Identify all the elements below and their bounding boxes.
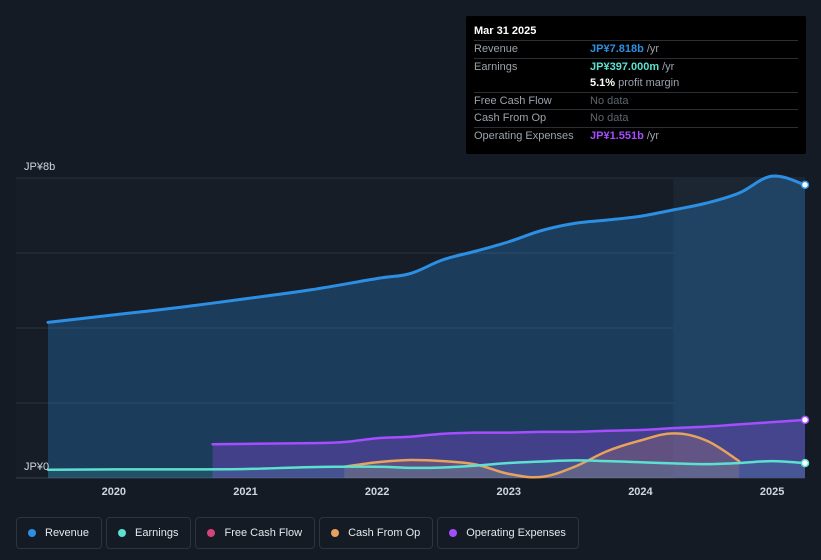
legend-dot-icon	[331, 529, 340, 537]
legend-dot-icon	[28, 529, 36, 537]
tooltip-unit: /yr	[662, 60, 675, 73]
legend-item-operating-expenses[interactable]: Operating Expenses	[437, 517, 579, 549]
series-end-markers	[800, 180, 810, 468]
y-tick-label: JP¥0	[24, 461, 49, 473]
tooltip-row-free-cash-flow: Free Cash Flow No data	[474, 91, 798, 110]
tooltip-row-earnings: Earnings JP¥397.000m /yr	[474, 57, 798, 76]
legend-item-free-cash-flow[interactable]: Free Cash Flow	[195, 517, 316, 549]
earnings-end-marker	[800, 458, 810, 468]
tooltip-label: Free Cash Flow	[474, 94, 552, 107]
revenue-area	[48, 175, 805, 478]
y-tick-label: JP¥8b	[24, 161, 55, 173]
revenue-end-marker	[800, 180, 810, 190]
legend-label: Cash From Op	[348, 527, 421, 539]
tooltip-unit: /yr	[646, 43, 660, 55]
tooltip-value: JP¥7.818b	[590, 43, 644, 55]
tooltip-label: Cash From Op	[474, 112, 547, 124]
x-tick-label: 2021	[233, 486, 257, 498]
x-tick-label: 2020	[102, 486, 126, 498]
earnings-area	[48, 460, 805, 478]
data-tooltip: Mar 31 2025 Revenue JP¥7.818b /yr Earnin…	[466, 16, 806, 154]
earnings-line	[46, 459, 807, 471]
x-axis-labels: 2020 2021 2022 2023 2024 2025	[102, 486, 785, 498]
tooltip-label	[474, 75, 590, 92]
chart-legend: Revenue Earnings Free Cash Flow Cash Fro…	[16, 517, 579, 549]
tooltip-value: JP¥397.000m	[590, 60, 660, 73]
x-tick-label: 2022	[365, 486, 389, 498]
operating-expenses-line	[211, 418, 807, 446]
cash-from-op-line	[342, 432, 741, 479]
tooltip-unit: profit margin	[618, 77, 680, 89]
tooltip-label: Earnings	[474, 60, 518, 73]
legend-label: Revenue	[45, 527, 90, 539]
tooltip-value: 5.1%	[590, 77, 616, 89]
x-tick-label: 2024	[628, 486, 653, 498]
tooltip-label: Revenue	[474, 43, 519, 55]
tooltip-value: No data	[590, 94, 629, 107]
legend-item-earnings[interactable]: Earnings	[106, 517, 192, 549]
legend-label: Free Cash Flow	[224, 527, 303, 539]
tooltip-date: Mar 31 2025	[474, 25, 537, 37]
tooltip-value: No data	[590, 112, 629, 124]
x-tick-label: 2023	[497, 486, 521, 498]
legend-item-revenue[interactable]: Revenue	[16, 517, 103, 549]
legend-dot-icon	[118, 529, 127, 537]
tooltip-row-operating-expenses: Operating Expenses JP¥1.551b /yr	[474, 126, 798, 145]
legend-dot-icon	[207, 529, 216, 537]
revenue-line	[46, 174, 807, 324]
y-axis-labels: JP¥8b JP¥0	[24, 161, 55, 473]
series-lines	[46, 174, 807, 479]
tooltip-row-revenue: Revenue JP¥7.818b /yr	[474, 40, 798, 58]
tooltip-unit: /yr	[646, 129, 660, 142]
x-tick-label: 2025	[760, 486, 784, 498]
legend-label: Operating Expenses	[466, 527, 566, 539]
legend-dot-icon	[449, 529, 458, 537]
tooltip-row-cash-from-op: Cash From Op No data	[474, 109, 798, 127]
legend-item-cash-from-op[interactable]: Cash From Op	[319, 517, 434, 549]
operating-expenses-end-marker	[800, 415, 810, 425]
tooltip-value: JP¥1.551b	[590, 129, 644, 142]
tooltip-label: Operating Expenses	[474, 129, 574, 142]
legend-label: Earnings	[135, 527, 179, 539]
tooltip-row-profit-margin: 5.1% profit margin	[474, 75, 798, 92]
